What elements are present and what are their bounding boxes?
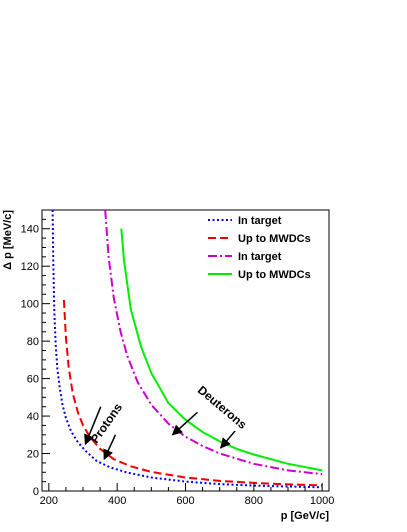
axes-layer: 200 400 600 800 1000 0 20 40 60 80 100 120 140 <box>21 218 334 507</box>
y-tick-label: 120 <box>21 261 39 273</box>
y-tick-label: 60 <box>27 374 39 386</box>
series-line-3 <box>104 210 323 476</box>
plot-frame <box>41 209 330 492</box>
x-axis-title: p [GeV/c] <box>281 510 330 522</box>
annotation-arrow <box>84 406 102 446</box>
legend-label: In target <box>238 251 282 263</box>
y-tick-label: 100 <box>21 299 39 311</box>
annotation-arrow <box>171 411 198 436</box>
annotation-label: Deuterons <box>195 383 250 432</box>
series-layer <box>51 210 323 489</box>
arrow-layer <box>84 406 236 461</box>
y-tick-label: 140 <box>21 224 39 236</box>
y-tick-label: 40 <box>27 411 39 423</box>
x-tick-label: 600 <box>176 495 194 507</box>
legend: In target Up to MWDCs In target Up to MWDCs <box>208 215 311 281</box>
legend-label: In target <box>238 215 282 227</box>
y-tick-label: 0 <box>33 486 39 498</box>
legend-label: Up to MWDCs <box>238 269 311 281</box>
series-line-4 <box>120 228 323 472</box>
annotation-layer: Protons Deuterons <box>88 383 250 446</box>
y-tick-label: 80 <box>27 336 39 348</box>
legend-label: Up to MWDCs <box>238 233 311 245</box>
x-tick-label: 200 <box>40 495 58 507</box>
x-tick-label: 800 <box>245 495 263 507</box>
annotation-arrow <box>220 430 236 449</box>
x-tick-label: 1000 <box>310 495 334 507</box>
series-line-1 <box>51 210 323 489</box>
series-line-2 <box>62 299 323 487</box>
x-tick-label: 400 <box>108 495 126 507</box>
y-axis-title: Δ p [MeV/c] <box>2 210 14 270</box>
annotation-arrow <box>103 434 117 461</box>
y-tick-label: 20 <box>27 449 39 461</box>
